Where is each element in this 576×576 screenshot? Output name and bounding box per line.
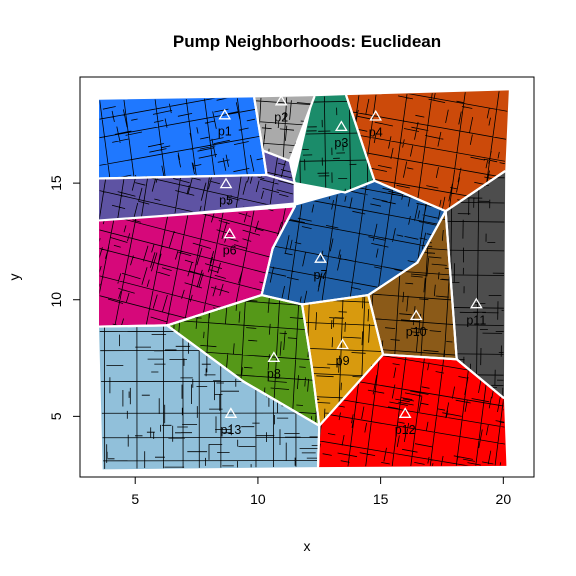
y-tick-label: 15 [48, 175, 64, 191]
border-segment [293, 182, 347, 194]
border-segment [381, 353, 458, 361]
pump-markers: p1 p2 p3 p4 p5 p6 p7 p8 p9 p10 p11 p12 p13 [218, 94, 486, 437]
border-segment [345, 94, 376, 182]
border-segment [416, 210, 447, 264]
border-segment [288, 95, 316, 163]
border-segment [260, 293, 304, 306]
pump-marker-p8 [267, 351, 281, 362]
border-segment [271, 205, 296, 250]
x-tick-label: 20 [496, 491, 512, 507]
pump-marker-p11 [469, 297, 483, 309]
pump-label-p6: p6 [223, 243, 237, 257]
border-segment [166, 293, 263, 327]
y-tick-label: 10 [48, 292, 64, 308]
pump-label-p4: p4 [369, 126, 383, 140]
pump-marker-p13 [224, 407, 238, 418]
border-segment [260, 247, 274, 297]
y-axis: 5 10 15 [48, 175, 81, 420]
pump-label-p9: p9 [336, 354, 350, 368]
x-axis-label: x [304, 538, 311, 554]
pump-marker-p3 [334, 120, 348, 132]
border-segment [444, 170, 506, 213]
pump-label-p12: p12 [395, 423, 416, 437]
y-tick-label: 5 [48, 412, 64, 420]
pump-label-p13: p13 [220, 423, 241, 437]
neighborhood-regions [98, 90, 509, 470]
pump-marker-p4 [369, 109, 383, 121]
border-segment [261, 149, 268, 177]
pump-marker-p6 [223, 227, 237, 239]
pump-label-p2: p2 [274, 110, 288, 124]
border-segment [444, 210, 458, 361]
border-segment [300, 293, 370, 306]
neighborhood-p1 [98, 97, 268, 180]
border-segment [300, 303, 314, 369]
pump-label-p7: p7 [314, 268, 328, 282]
x-tick-label: 5 [131, 491, 139, 507]
y-axis-label: y [6, 274, 22, 281]
x-tick-label: 15 [373, 491, 389, 507]
border-segment [253, 96, 264, 152]
pump-marker-p7 [314, 252, 327, 263]
neighborhood-borders [98, 94, 506, 468]
border-segment [98, 205, 296, 222]
pump-label-p5: p5 [219, 193, 233, 207]
pump-marker-p2 [274, 94, 288, 106]
pump-marker-p12 [398, 407, 412, 418]
pump-marker-p5 [219, 177, 233, 189]
border-segment [265, 173, 296, 185]
border-segment [316, 424, 321, 468]
pump-label-p8: p8 [267, 367, 281, 381]
border-segment [98, 324, 169, 328]
pump-label-p10: p10 [406, 325, 427, 339]
border-segment [455, 358, 505, 399]
border-segment [288, 159, 296, 185]
border-segment [242, 380, 321, 427]
border-segment [98, 173, 268, 180]
x-axis: 5 10 15 20 [131, 476, 512, 507]
border-segment [310, 366, 321, 427]
pump-label-p3: p3 [334, 136, 348, 150]
border-segment [343, 179, 376, 194]
pump-marker-p9 [336, 338, 349, 350]
border-segment [261, 149, 291, 163]
chart-title: Pump Neighborhoods: Euclidean [173, 32, 441, 51]
border-segment [367, 261, 419, 297]
border-segment [373, 179, 447, 213]
pump-marker-p10 [409, 309, 423, 321]
pump-marker-p1 [218, 108, 232, 120]
border-segment [166, 324, 245, 383]
pump-label-p11: p11 [466, 313, 486, 327]
pump-label-p1: p1 [218, 124, 232, 138]
border-segment [318, 353, 385, 427]
x-tick-label: 10 [250, 491, 266, 507]
border-segment [367, 293, 385, 356]
